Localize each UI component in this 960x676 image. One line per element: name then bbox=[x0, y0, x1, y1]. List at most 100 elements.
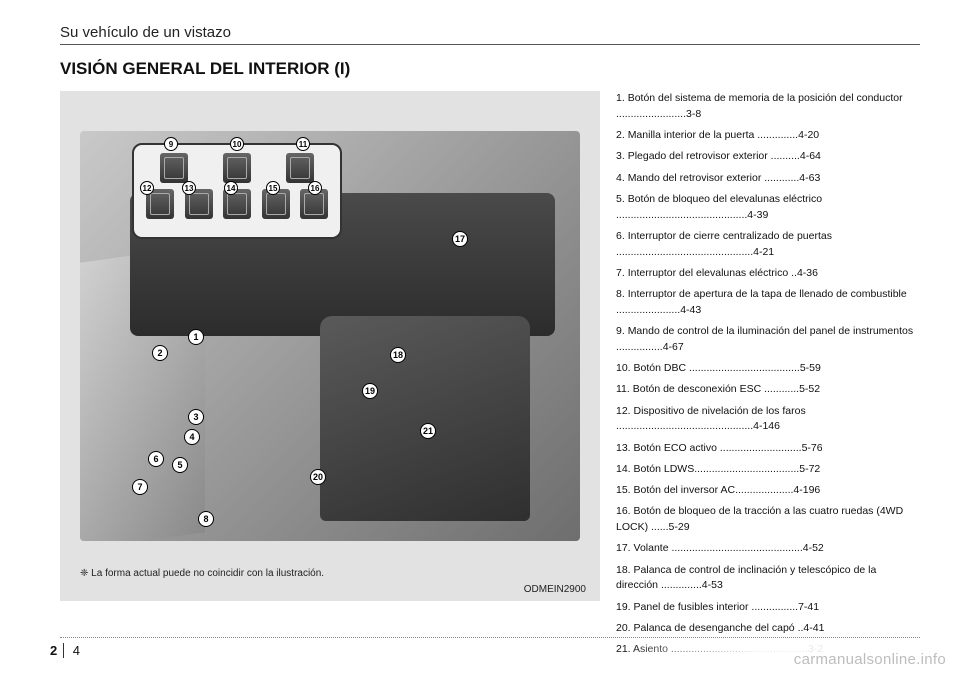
legend-item-page: 5-59 bbox=[800, 362, 821, 374]
legend-item-number: 8. bbox=[616, 288, 628, 300]
legend-item: 15. Botón del inversor AC...............… bbox=[616, 483, 920, 499]
legend-item-page: 4-36 bbox=[797, 267, 818, 279]
callout-10: 10 bbox=[230, 137, 244, 151]
page-number: 4 bbox=[73, 643, 80, 658]
legend-item: 13. Botón ECO activo ...................… bbox=[616, 441, 920, 457]
legend-item-page: 5-72 bbox=[799, 463, 820, 475]
legend-item-page: 4-52 bbox=[803, 542, 824, 554]
legend-item-number: 18. bbox=[616, 564, 634, 576]
inset-switch-panel: 9 10 11 12 13 14 15 16 bbox=[132, 143, 342, 239]
page-footer: 2 4 bbox=[50, 642, 80, 660]
legend-item-number: 16. bbox=[616, 505, 634, 517]
legend-item: 19. Panel de fusibles interior .........… bbox=[616, 600, 920, 616]
callout-1: 1 bbox=[188, 329, 204, 345]
legend-item-number: 7. bbox=[616, 267, 628, 279]
callout-15: 15 bbox=[266, 181, 280, 195]
legend-item-page: 4-146 bbox=[753, 420, 780, 432]
legend-item-page: 4-43 bbox=[680, 304, 701, 316]
legend-item-number: 2. bbox=[616, 129, 628, 141]
seat-shape bbox=[320, 316, 530, 521]
legend-item-number: 20. bbox=[616, 622, 634, 634]
legend-item-number: 14. bbox=[616, 463, 634, 475]
legend-item-number: 4. bbox=[616, 172, 628, 184]
section-title: VISIÓN GENERAL DEL INTERIOR (I) bbox=[60, 59, 920, 79]
caption-text: La forma actual puede no coincidir con l… bbox=[91, 568, 324, 579]
legend-item-number: 12. bbox=[616, 405, 634, 417]
legend-item: 18. Palanca de control de inclinación y … bbox=[616, 563, 920, 595]
legend-item-text: Volante ................................… bbox=[634, 542, 803, 554]
figure-caption: ❈ La forma actual puede no coincidir con… bbox=[80, 568, 324, 579]
switch-button bbox=[160, 153, 188, 183]
legend-item: 8. Interruptor de apertura de la tapa de… bbox=[616, 287, 920, 319]
watermark: carmanualsonline.info bbox=[620, 642, 960, 676]
legend-item: 2. Manilla interior de la puerta .......… bbox=[616, 128, 920, 144]
legend-item-number: 11. bbox=[616, 383, 633, 395]
legend-item-text: Botón del sistema de memoria de la posic… bbox=[616, 92, 903, 120]
legend-item: 10. Botón DBC ..........................… bbox=[616, 361, 920, 377]
legend-item-number: 15. bbox=[616, 484, 634, 496]
callout-21: 21 bbox=[420, 423, 436, 439]
legend-item-text: Botón del inversor AC...................… bbox=[634, 484, 794, 496]
legend-item: 11. Botón de desconexión ESC ...........… bbox=[616, 382, 920, 398]
callout-2: 2 bbox=[152, 345, 168, 361]
callout-5: 5 bbox=[172, 457, 188, 473]
legend-item-page: 4-21 bbox=[753, 246, 774, 258]
content-row: 9 10 11 12 13 14 15 16 1 2 3 4 5 6 7 8 1… bbox=[60, 91, 920, 663]
legend-item: 6. Interruptor de cierre centralizado de… bbox=[616, 229, 920, 261]
legend-item-number: 9. bbox=[616, 325, 628, 337]
legend-item: 12. Dispositivo de nivelación de los far… bbox=[616, 404, 920, 436]
legend-item-text: Interruptor del elevalunas eléctrico .. bbox=[628, 267, 797, 279]
legend-item-text: Botón DBC ..............................… bbox=[634, 362, 800, 374]
legend-item-text: Mando del retrovisor exterior ..........… bbox=[628, 172, 800, 184]
callout-12: 12 bbox=[140, 181, 154, 195]
legend-item-number: 19. bbox=[616, 601, 634, 613]
legend-item-text: Manilla interior de la puerta ..........… bbox=[628, 129, 798, 141]
callout-20: 20 bbox=[310, 469, 326, 485]
callout-16: 16 bbox=[308, 181, 322, 195]
callout-6: 6 bbox=[148, 451, 164, 467]
page: Su vehículo de un vistazo VISIÓN GENERAL… bbox=[0, 0, 960, 676]
legend-item-text: Interruptor de cierre centralizado de pu… bbox=[616, 230, 832, 258]
legend-item-text: Botón LDWS..............................… bbox=[634, 463, 800, 475]
legend-item-text: Botón ECO activo .......................… bbox=[634, 442, 802, 454]
legend-item: 9. Mando de control de la iluminación de… bbox=[616, 324, 920, 356]
legend-item-page: 4-41 bbox=[803, 622, 824, 634]
section-number: 2 bbox=[50, 643, 64, 658]
legend-item-page: 4-67 bbox=[663, 341, 684, 353]
callout-4: 4 bbox=[184, 429, 200, 445]
legend-item-text: Plegado del retrovisor exterior ........… bbox=[628, 150, 800, 162]
callout-9: 9 bbox=[164, 137, 178, 151]
legend-item: 14. Botón LDWS..........................… bbox=[616, 462, 920, 478]
legend-item-text: Panel de fusibles interior .............… bbox=[634, 601, 799, 613]
legend-item-text: Mando de control de la iluminación del p… bbox=[616, 325, 913, 353]
legend-item-page: 4-196 bbox=[793, 484, 820, 496]
switch-button bbox=[223, 153, 251, 183]
legend-item-page: 4-63 bbox=[799, 172, 820, 184]
inset-row-1 bbox=[142, 153, 332, 183]
legend-item-text: Interruptor de apertura de la tapa de ll… bbox=[616, 288, 907, 316]
inset-row-2 bbox=[142, 189, 332, 219]
legend-item-page: 5-29 bbox=[669, 521, 690, 533]
legend-item: 17. Volante ............................… bbox=[616, 541, 920, 557]
switch-button bbox=[286, 153, 314, 183]
legend-list: 1. Botón del sistema de memoria de la po… bbox=[616, 91, 920, 663]
legend-item-page: 5-76 bbox=[802, 442, 823, 454]
legend-item-text: Palanca de control de inclinación y tele… bbox=[616, 564, 876, 592]
legend-item-number: 1. bbox=[616, 92, 628, 104]
footer-rule bbox=[60, 637, 920, 638]
callout-13: 13 bbox=[182, 181, 196, 195]
callout-8: 8 bbox=[198, 511, 214, 527]
callout-7: 7 bbox=[132, 479, 148, 495]
legend-item-page: 4-64 bbox=[800, 150, 821, 162]
figure-ref-code: ODMEIN2900 bbox=[524, 584, 586, 595]
legend-item-page: 5-52 bbox=[799, 383, 820, 395]
legend-item: 5. Botón de bloqueo del elevalunas eléct… bbox=[616, 192, 920, 224]
callout-18: 18 bbox=[390, 347, 406, 363]
legend-item: 7. Interruptor del elevalunas eléctrico … bbox=[616, 266, 920, 282]
legend-item: 16. Botón de bloqueo de la tracción a la… bbox=[616, 504, 920, 536]
running-header: Su vehículo de un vistazo bbox=[60, 24, 920, 45]
legend-item-text: Botón de bloqueo de la tracción a las cu… bbox=[616, 505, 903, 533]
callout-14: 14 bbox=[224, 181, 238, 195]
legend-item-page: 4-39 bbox=[747, 209, 768, 221]
legend-item-page: 7-41 bbox=[798, 601, 819, 613]
